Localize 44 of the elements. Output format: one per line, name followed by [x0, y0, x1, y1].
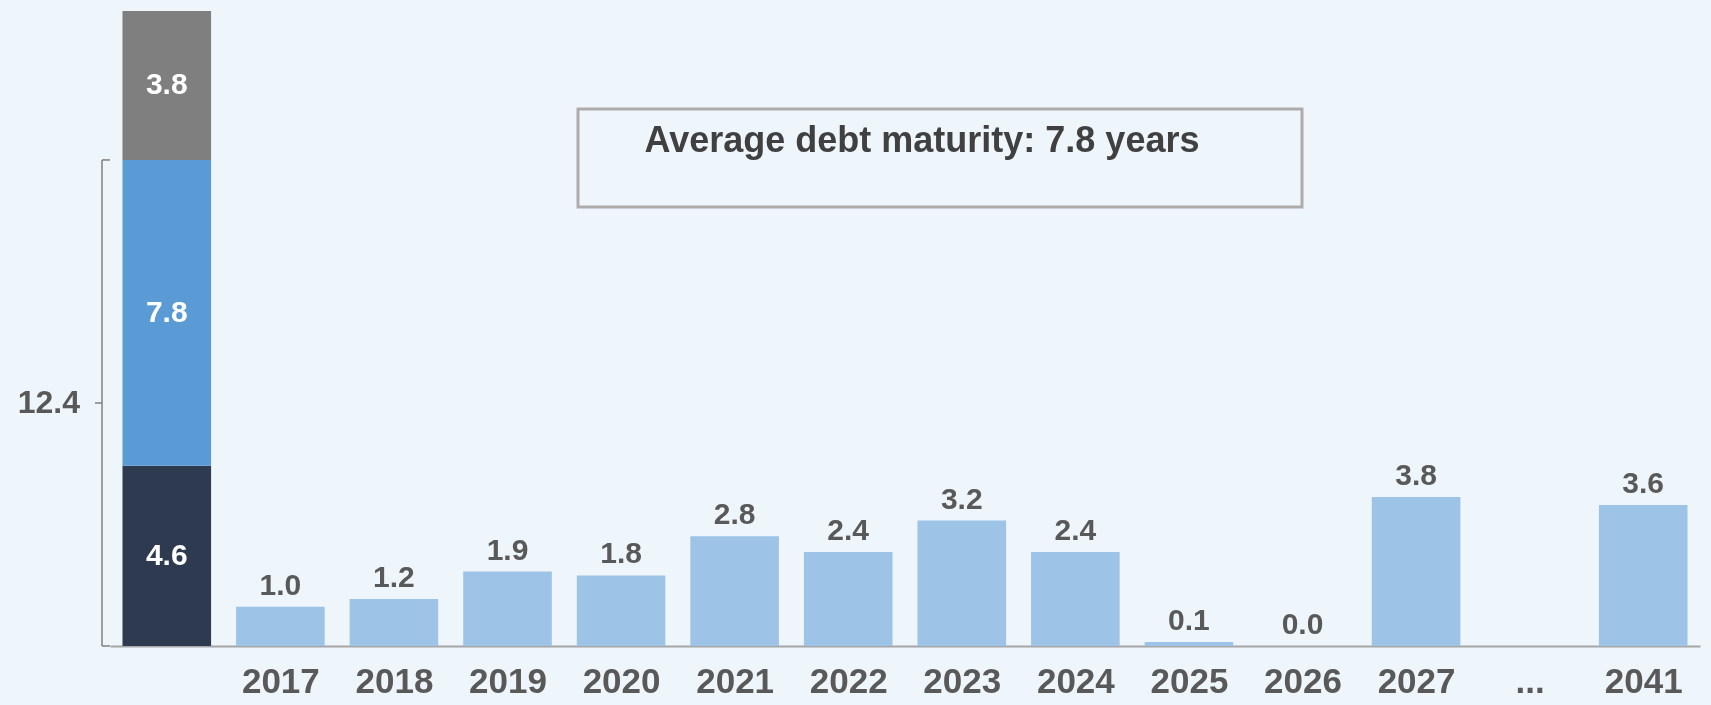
x-tick-label: 2017	[241, 660, 320, 700]
x-tick-label: 2026	[1264, 660, 1342, 700]
data-label: 0.1	[1168, 603, 1210, 637]
data-label: 2.8	[713, 497, 756, 531]
data-label: 2.4	[827, 512, 870, 546]
data-label: 1.2	[373, 559, 415, 593]
data-label: 3.2	[940, 481, 983, 515]
data-label: 3.8	[1395, 458, 1437, 492]
bar	[122, 11, 212, 160]
x-tick-label: 2018	[355, 660, 434, 700]
bar	[1031, 551, 1120, 646]
bar	[690, 536, 779, 646]
bar	[803, 551, 893, 646]
bar	[1144, 642, 1234, 646]
bar	[236, 606, 325, 646]
data-label: 2.4	[1054, 512, 1097, 546]
data-label: 4.6	[145, 537, 188, 571]
x-tick-label: 2023	[923, 660, 1002, 700]
annotation: Average debt maturity: 7.8 years	[644, 119, 1200, 160]
bar	[917, 520, 1007, 646]
x-tick-label: 2019	[469, 660, 547, 700]
bar	[463, 571, 552, 646]
x-tick-label: 2025	[1150, 660, 1229, 700]
bar	[576, 575, 666, 646]
data-label: 3.8	[145, 67, 188, 101]
bar	[122, 465, 212, 646]
bar	[349, 598, 439, 646]
x-tick-label: 2041	[1604, 660, 1683, 700]
bar	[1598, 504, 1688, 646]
data-label: 1.0	[259, 567, 302, 601]
data-label: 7.8	[145, 294, 188, 328]
data-label: 0.0	[1281, 607, 1324, 640]
x-tick-label: 2020	[582, 660, 661, 700]
data-label: 1.8	[600, 536, 642, 570]
text: 12.4	[17, 383, 81, 420]
x-tick-label: 2021	[696, 660, 775, 700]
x-tick-label: 2027	[1377, 660, 1456, 700]
x-tick-label: 2022	[809, 660, 888, 700]
x-tick-label: ...	[1515, 660, 1545, 700]
data-label: 3.6	[1622, 465, 1665, 499]
bar	[122, 159, 212, 466]
data-label: 1.9	[486, 532, 529, 566]
x-tick-label: 2024	[1036, 660, 1116, 700]
bar	[1371, 497, 1461, 646]
